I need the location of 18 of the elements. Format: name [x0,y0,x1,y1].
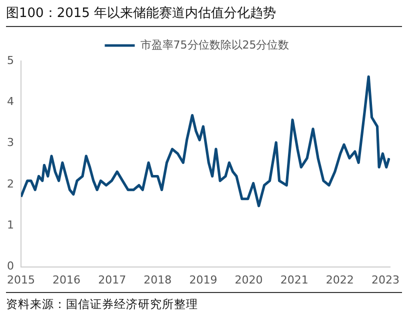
y-tick-label: 4 [7,95,14,108]
x-tick-label: 2023 [371,273,400,286]
x-tick-label: 2017 [98,273,126,286]
x-tick-label: 2019 [189,273,218,286]
y-tick-label: 3 [7,136,14,150]
x-tick-label: 2020 [234,273,263,286]
x-tick-label: 2022 [326,273,354,286]
x-tick-label: 2021 [280,273,308,286]
x-tick-label: 2015 [7,273,35,286]
chart-title: 图100：2015 年以来储能赛道内估值分化趋势 [6,4,402,27]
x-tick-label: 2018 [144,273,172,286]
y-tick-label: 1 [7,218,14,232]
y-tick-label: 5 [7,54,14,67]
y-tick-label: 0 [7,260,14,273]
text: 资料来源：国信证券经济研究所整理 [6,292,402,312]
y-tick-label: 2 [7,177,14,190]
legend-label: 市盈率75分位数除以25分位数 [140,38,290,52]
x-tick-label: 2016 [52,273,81,286]
